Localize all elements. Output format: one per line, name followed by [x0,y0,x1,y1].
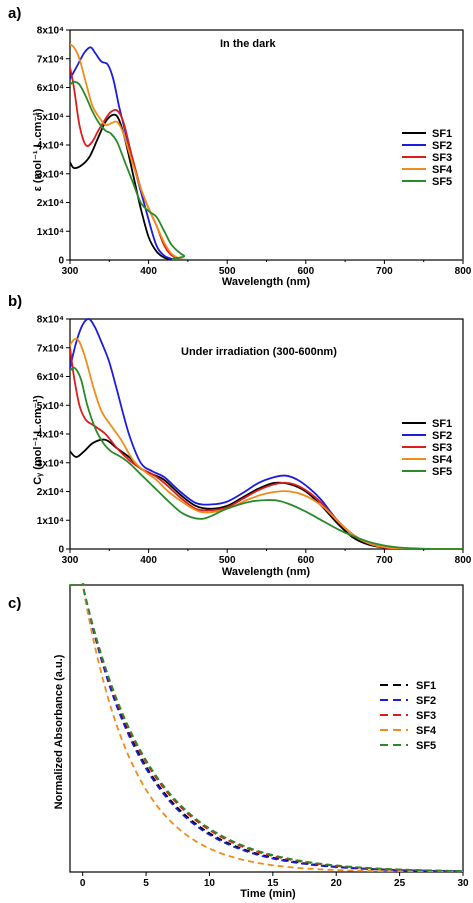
panel-c-plot: 0 5 10 15 20 25 30 SF1 SF2 SF3 SF4 SF5 [69,583,469,889]
panel-c-plot-frame [69,584,464,873]
legend-label-sf5: SF5 [432,466,452,478]
legend-label-sf4: SF4 [432,164,453,176]
panel-a-plot: 300 400 500 600 700 800 0 1x10⁴ 2x10⁴ 3x10⁴ 4x10⁴ 5… [37,26,472,278]
y-tick-label: 1x10⁴ [37,227,64,238]
y-tick-label: 6x10⁴ [37,372,64,383]
x-tick-label: 600 [297,266,314,277]
y-tick-label: 1x10⁴ [37,516,64,527]
y-tick-label: 0 [58,256,64,267]
legend-label-sf2: SF2 [432,140,452,152]
legend-label-sf3: SF3 [432,442,452,454]
legend-label-sf5: SF5 [416,740,436,752]
x-tick-label: 20 [331,878,343,889]
x-tick-label: 10 [204,878,216,889]
legend-label-sf2: SF2 [432,430,452,442]
y-tick-label: 2x10⁴ [37,198,64,209]
y-tick-label: 3x10⁴ [37,458,64,469]
x-tick-label: 15 [267,878,279,889]
panel-a: a) 300 400 500 600 700 800 0 1x10⁴ 2x10⁴ 3x10⁴ 4x1… [8,5,472,288]
series-line-sf4 [70,43,463,260]
panel-b-plot: 300 400 500 600 700 800 0 1x10⁴ 2x10⁴ 3x10⁴ 4x10⁴ 5… [37,315,472,567]
y-tick-label: 7x10⁴ [37,343,64,354]
series-line-sf1 [70,113,463,260]
y-tick-label: 4x10⁴ [37,430,64,441]
x-tick-label: 800 [455,266,472,277]
y-tick-label: 5x10⁴ [37,112,64,123]
legend-label-sf4: SF4 [416,725,437,737]
series-line-sf4 [70,337,463,549]
x-tick-label: 500 [219,266,236,277]
legend-label-sf5: SF5 [432,176,452,188]
panel-c-y-axis-title: Normalized Absorbance (a.u.) [53,654,65,809]
legend-label-sf4: SF4 [432,454,453,466]
x-tick-label: 300 [62,266,79,277]
panel-c-series-group [70,583,463,872]
panel-c: c) 0 5 10 15 20 25 30 SF1 SF2 SF3 SF4 SF5 Time (min… [8,583,469,900]
legend-label-sf1: SF1 [432,128,452,140]
y-tick-label: 8x10⁴ [37,26,64,37]
y-tick-label: 8x10⁴ [37,315,64,326]
series-line-sf5 [70,366,463,549]
y-tick-label: 3x10⁴ [37,169,64,180]
panel-b-y-axis-title: Cᵧ (mol⁻¹.L.cm⁻¹) [32,395,44,485]
legend-label-sf2: SF2 [416,695,436,707]
y-tick-label: 4x10⁴ [37,141,64,152]
panel-b: b) 300 400 500 600 700 800 0 1x10⁴ 2x10⁴ 3x10⁴ 4x1… [8,293,472,578]
x-tick-label: 600 [297,555,314,566]
series-line-sf4 [70,583,463,872]
series-line-sf5 [70,583,463,872]
legend-label-sf3: SF3 [432,152,452,164]
x-tick-label: 500 [219,555,236,566]
panel-a-letter: a) [8,5,21,22]
legend-label-sf1: SF1 [432,418,452,430]
x-tick-label: 5 [143,878,149,889]
x-tick-label: 800 [455,555,472,566]
y-tick-label: 7x10⁴ [37,54,64,65]
y-tick-label: 6x10⁴ [37,83,64,94]
y-tick-label: 5x10⁴ [37,401,64,412]
x-tick-label: 30 [457,878,469,889]
x-tick-label: 400 [140,266,157,277]
panel-b-letter: b) [8,293,22,310]
x-tick-label: 300 [62,555,79,566]
panel-c-x-axis-title: Time (min) [240,888,296,900]
x-tick-label: 700 [376,555,393,566]
panel-b-annotation: Under irradiation (300-600nm) [181,346,337,358]
x-tick-label: 0 [80,878,86,889]
y-tick-label: 2x10⁴ [37,487,64,498]
y-tick-label: 0 [58,545,64,556]
series-line-sf3 [70,66,463,260]
panel-a-y-axis-title: ε (mol⁻¹.L.cm⁻¹) [32,108,44,191]
panel-a-x-axis-title: Wavelength (nm) [222,276,311,288]
x-tick-label: 700 [376,266,393,277]
x-tick-label: 25 [394,878,406,889]
panel-a-series-group [70,43,463,260]
legend-label-sf3: SF3 [416,710,436,722]
panel-b-series-group [70,318,463,549]
series-line-sf5 [70,80,463,260]
panel-a-annotation: In the dark [220,38,277,50]
series-line-sf1 [70,438,463,549]
x-tick-label: 400 [140,555,157,566]
panel-c-letter: c) [8,595,21,612]
legend-label-sf1: SF1 [416,680,436,692]
panel-b-x-axis-title: Wavelength (nm) [222,566,311,578]
series-line-sf3 [70,346,463,549]
